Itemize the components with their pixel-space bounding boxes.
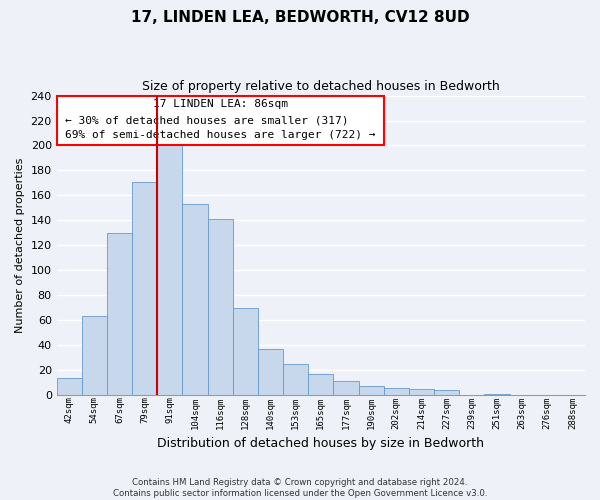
- Bar: [107, 233, 132, 395]
- Text: 17, LINDEN LEA, BEDWORTH, CV12 8UD: 17, LINDEN LEA, BEDWORTH, CV12 8UD: [131, 10, 469, 25]
- Bar: [258, 349, 283, 395]
- Bar: [82, 316, 107, 395]
- Text: 17 LINDEN LEA: 86sqm: 17 LINDEN LEA: 86sqm: [153, 98, 288, 108]
- Text: 69% of semi-detached houses are larger (722) →: 69% of semi-detached houses are larger (…: [65, 130, 375, 140]
- Bar: [283, 364, 308, 395]
- Bar: [56, 378, 82, 395]
- Bar: [182, 204, 208, 395]
- X-axis label: Distribution of detached houses by size in Bedworth: Distribution of detached houses by size …: [157, 437, 484, 450]
- Bar: [334, 382, 359, 395]
- Bar: [208, 219, 233, 395]
- Bar: [157, 146, 182, 395]
- Text: ← 30% of detached houses are smaller (317): ← 30% of detached houses are smaller (31…: [65, 115, 348, 125]
- Bar: [434, 390, 459, 395]
- Title: Size of property relative to detached houses in Bedworth: Size of property relative to detached ho…: [142, 80, 500, 93]
- Bar: [359, 386, 384, 395]
- FancyBboxPatch shape: [56, 96, 384, 145]
- Y-axis label: Number of detached properties: Number of detached properties: [15, 158, 25, 333]
- Bar: [233, 308, 258, 395]
- Bar: [409, 389, 434, 395]
- Bar: [484, 394, 509, 395]
- Bar: [384, 388, 409, 395]
- Text: Contains HM Land Registry data © Crown copyright and database right 2024.
Contai: Contains HM Land Registry data © Crown c…: [113, 478, 487, 498]
- Bar: [132, 182, 157, 395]
- Bar: [308, 374, 334, 395]
